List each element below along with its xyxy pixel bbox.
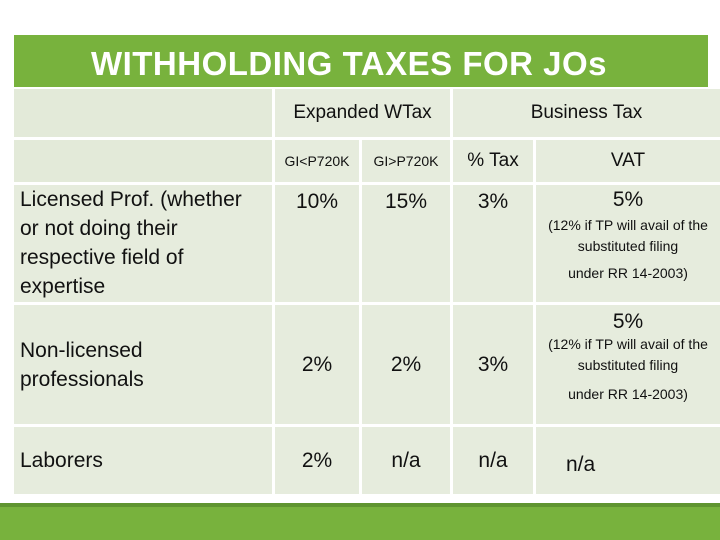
header-gi-high: GI>P720K — [362, 140, 450, 182]
vat-value: 5% — [612, 188, 644, 211]
cell-laborers-pct-tax: n/a — [453, 427, 533, 494]
footer-bar — [0, 503, 720, 540]
row-label-licensed: Licensed Prof. (whether or not doing the… — [14, 185, 272, 302]
footer-accent-line — [0, 503, 720, 507]
cell-nonlicensed-gi-high: 2% — [362, 305, 450, 424]
header-pct-tax: % Tax — [453, 140, 533, 182]
row-label-laborers: Laborers — [14, 427, 272, 494]
page-title: WITHHOLDING TAXES FOR JOs — [90, 45, 608, 82]
header-gi-low: GI<P720K — [275, 140, 359, 182]
vat-note: (12% if TP will avail of the substituted… — [548, 336, 708, 373]
cell-nonlicensed-pct-tax: 3% — [453, 305, 533, 424]
cell-licensed-gi-low: 10% — [275, 185, 359, 302]
tax-table: Expanded WTax Business Tax GI<P720K GI>P… — [14, 89, 720, 494]
cell-licensed-pct-tax: 3% — [453, 185, 533, 302]
vat-note-regulation: under RR 14-2003) — [568, 265, 688, 281]
cell-laborers-gi-low: 2% — [275, 427, 359, 494]
vat-note-regulation: under RR 14-2003) — [568, 386, 688, 402]
title-bar: WITHHOLDING TAXES FOR JOs — [14, 35, 708, 87]
vat-value: 5% — [612, 310, 644, 333]
cell-nonlicensed-vat: 5% (12% if TP will avail of the substitu… — [536, 305, 720, 424]
header-business-tax: Business Tax — [453, 89, 720, 137]
cell-licensed-gi-high: 15% — [362, 185, 450, 302]
vat-note: (12% if TP will avail of the substituted… — [548, 217, 708, 254]
header-vat: VAT — [536, 140, 720, 182]
header-expanded-wtax: Expanded WTax — [275, 89, 450, 137]
cell-laborers-gi-high: n/a — [362, 427, 450, 494]
cell-licensed-vat: 5% (12% if TP will avail of the substitu… — [536, 185, 720, 302]
cell-laborers-vat: n/a — [536, 427, 720, 494]
table-corner-cell — [14, 89, 272, 137]
cell-nonlicensed-gi-low: 2% — [275, 305, 359, 424]
table-corner-cell-2 — [14, 140, 272, 182]
row-label-non-licensed: Non-licensed professionals — [14, 305, 272, 424]
